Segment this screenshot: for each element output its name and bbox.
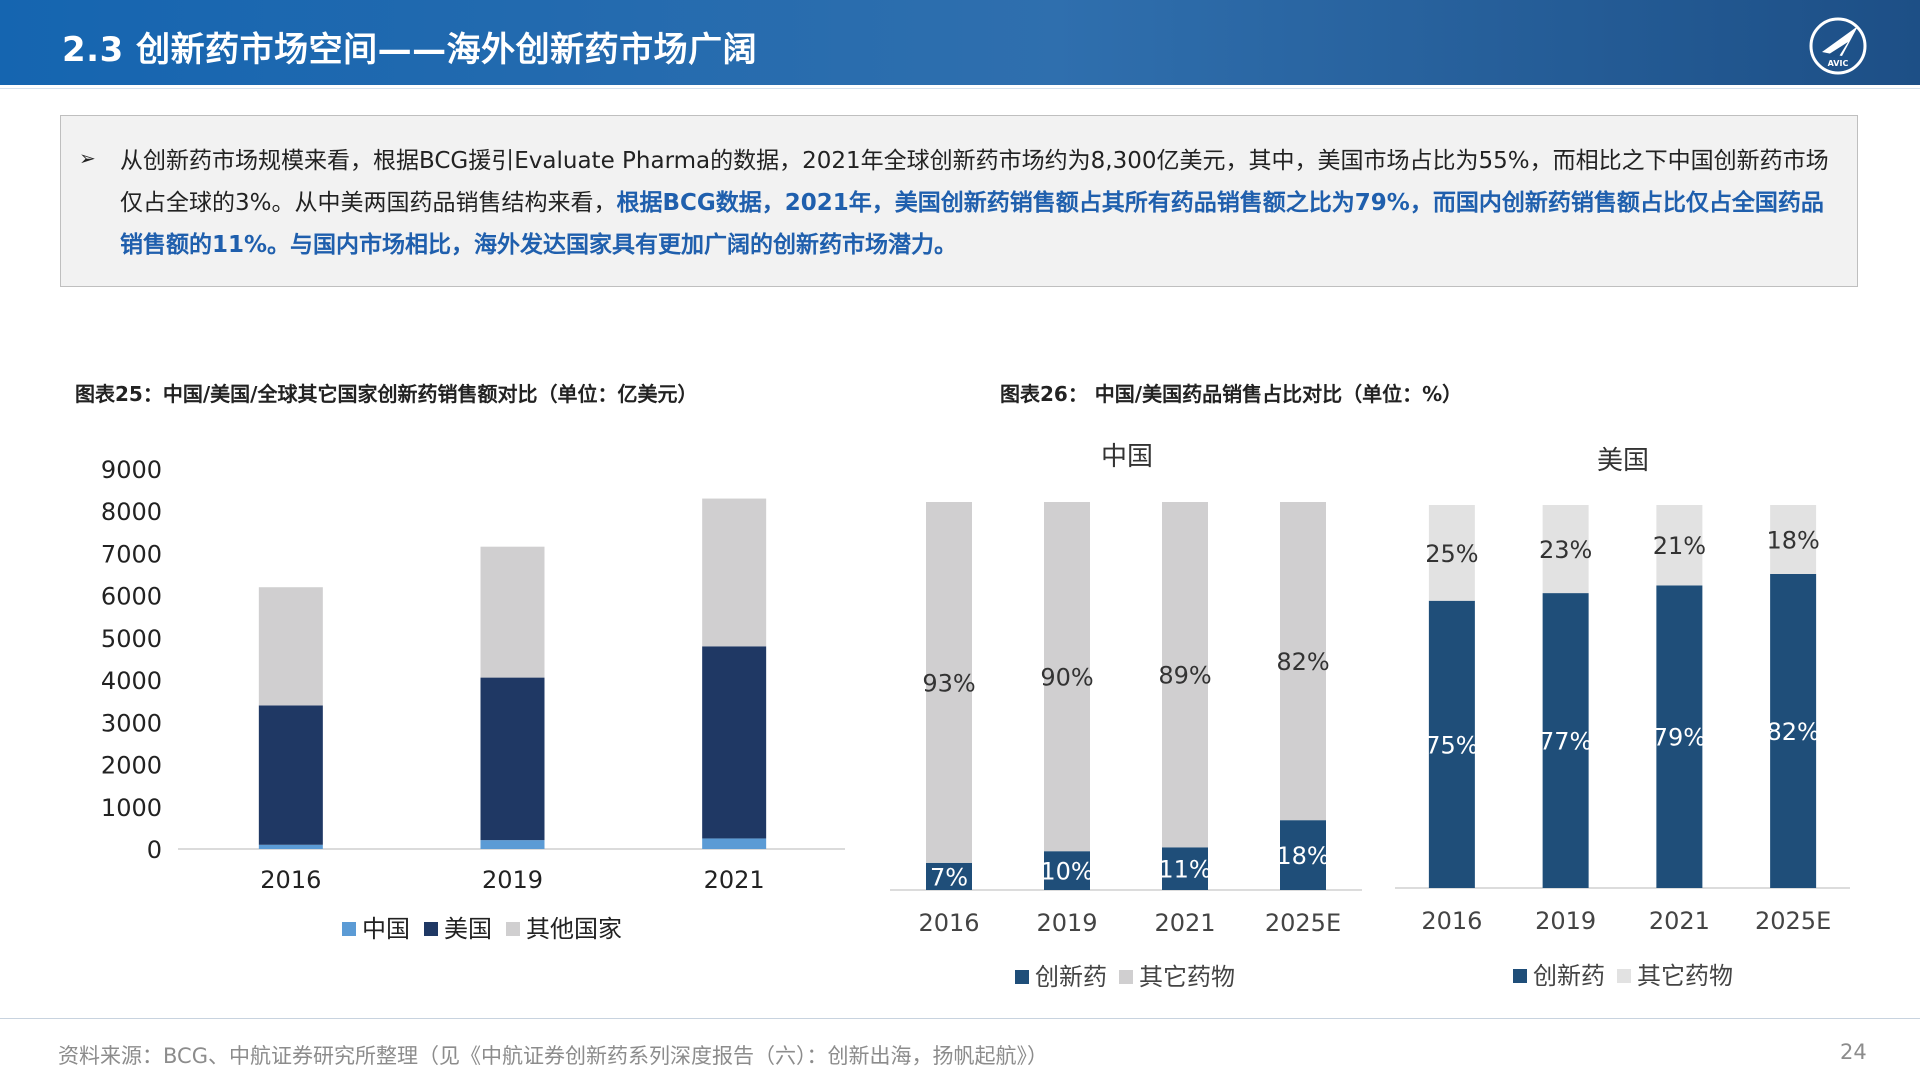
summary-text-normal: 从创新药市场规模来看，根据BCG援引Evaluate Pharma的数据，202… [120, 148, 1829, 216]
chart-china-share: 中国 7% 93% 2016 10% 90% 2019 11% 89% 2021 18% 82% 202… [890, 442, 1362, 991]
bar-segment-美国-2016 [258, 705, 323, 845]
chart-us-share: 美国 75% 25% 2016 77% 23% 2019 79% 21% 2021 82% 18% 20… [1395, 446, 1850, 990]
bar-segment-美国-2019 [480, 677, 545, 841]
x-tick-label: 2021 [1154, 909, 1215, 937]
figure25-title: 图表25：中国/美国/全球其它国家创新药销售额对比（单位：亿美元） [75, 382, 698, 406]
bar-segment-创新药-2025E [1280, 820, 1326, 890]
data-label: 89% [1158, 662, 1211, 690]
data-label: 18% [1766, 526, 1819, 554]
legend-label-创新药: 创新药 [1533, 962, 1605, 990]
legend-swatch-创新药 [1015, 970, 1029, 984]
y-tick-label: 8000 [101, 498, 162, 526]
legend-swatch-中国 [342, 922, 356, 936]
bar-segment-其他国家-2019 [480, 546, 545, 678]
data-label: 82% [1766, 718, 1819, 746]
summary-text: 从创新药市场规模来看，根据BCG援引Evaluate Pharma的数据，202… [120, 140, 1840, 266]
x-tick-label: 2016 [260, 866, 321, 894]
bar-segment-其它药物-2025E [1770, 505, 1817, 574]
chart-title: 中国 [1101, 442, 1153, 472]
data-label: 18% [1276, 842, 1329, 870]
y-tick-label: 3000 [101, 709, 162, 737]
data-label: 79% [1653, 724, 1706, 752]
x-tick-label: 2025E [1265, 909, 1341, 937]
bar-segment-其它药物-2016 [926, 502, 972, 863]
bar-segment-其它药物-2016 [1428, 505, 1475, 601]
y-tick-label: 1000 [101, 794, 162, 822]
bar-segment-创新药-2016 [1428, 600, 1475, 888]
y-tick-label: 7000 [101, 540, 162, 568]
bar-segment-其它药物-2019 [1542, 505, 1589, 594]
legend-swatch-其它药物 [1119, 970, 1133, 984]
y-tick-label: 0 [147, 836, 162, 864]
y-tick-label: 5000 [101, 625, 162, 653]
legend-swatch-其它药物 [1617, 969, 1631, 983]
legend-swatch-其他国家 [506, 922, 520, 936]
bullet-arrow-icon: ➢ [79, 146, 96, 170]
page-title: 2.3 创新药市场空间——海外创新药市场广阔 [62, 30, 758, 70]
source-note: 资料来源：BCG、中航证券研究所整理（见《中航证券创新药系列深度报告（六）：创新… [58, 1044, 1048, 1068]
bar-segment-创新药-2021 [1162, 847, 1208, 890]
bar-segment-其他国家-2021 [702, 498, 767, 647]
x-tick-label: 2019 [1535, 907, 1596, 935]
chart-title: 美国 [1597, 446, 1649, 476]
data-label: 10% [1040, 858, 1093, 886]
figure26-title: 图表26： 中国/美国药品销售占比对比（单位：%） [1000, 382, 1463, 406]
legend-swatch-创新药 [1513, 969, 1527, 983]
header-bar: 2.3 创新药市场空间——海外创新药市场广阔 AVIC [0, 0, 1920, 85]
page-number: 24 [1840, 1040, 1867, 1064]
y-tick-label: 2000 [101, 752, 162, 780]
x-tick-label: 2019 [1036, 909, 1097, 937]
data-label: 23% [1539, 536, 1592, 564]
bar-segment-创新药-2019 [1044, 851, 1090, 890]
data-label: 11% [1158, 856, 1211, 884]
legend-label-创新药: 创新药 [1035, 963, 1107, 991]
x-tick-label: 2021 [1649, 907, 1710, 935]
x-tick-label: 2016 [918, 909, 979, 937]
data-label: 93% [922, 669, 975, 697]
summary-box: ➢ 从创新药市场规模来看，根据BCG援引Evaluate Pharma的数据，2… [60, 115, 1858, 287]
data-label: 21% [1653, 532, 1706, 560]
logo-text: AVIC [1828, 59, 1849, 68]
bar-segment-其它药物-2021 [1162, 502, 1208, 848]
bar-segment-创新药-2021 [1656, 585, 1703, 888]
legend-label-美国: 美国 [444, 915, 492, 943]
bar-segment-中国-2019 [480, 840, 545, 849]
legend-label-其它药物: 其它药物 [1139, 963, 1235, 991]
bar-segment-创新药-2019 [1542, 593, 1589, 888]
bar-segment-其它药物-2025E [1280, 502, 1326, 821]
footer-divider [0, 1018, 1920, 1019]
bar-segment-中国-2021 [702, 838, 767, 849]
bar-segment-创新药-2025E [1770, 573, 1817, 888]
bar-segment-创新药-2016 [926, 862, 972, 890]
data-label: 82% [1276, 648, 1329, 676]
bar-segment-其他国家-2016 [258, 587, 323, 706]
data-label: 90% [1040, 664, 1093, 692]
x-tick-label: 2025E [1755, 907, 1831, 935]
x-tick-label: 2021 [704, 866, 765, 894]
data-label: 7% [930, 863, 968, 891]
x-tick-label: 2019 [482, 866, 543, 894]
bar-segment-其它药物-2019 [1044, 502, 1090, 852]
bar-segment-其它药物-2021 [1656, 505, 1703, 586]
y-tick-label: 6000 [101, 583, 162, 611]
bar-segment-中国-2016 [258, 844, 323, 849]
header-divider [0, 88, 1920, 89]
data-label: 77% [1539, 728, 1592, 756]
data-label: 25% [1425, 540, 1478, 568]
chart-sales-comparison: 0 1000 2000 3000 4000 5000 6000 7000 8000 9000 201… [101, 456, 845, 943]
avic-logo-icon: AVIC [1809, 17, 1867, 75]
legend-label-其它药物: 其它药物 [1637, 962, 1733, 990]
data-label: 75% [1425, 731, 1478, 759]
summary-text-highlight: 根据BCG数据，2021年，美国创新药销售额占其所有药品销售额之比为79%，而国… [120, 190, 1824, 258]
legend-label-中国: 中国 [362, 915, 410, 943]
x-tick-label: 2016 [1421, 907, 1482, 935]
y-tick-label: 9000 [101, 456, 162, 484]
bar-segment-美国-2021 [702, 646, 767, 839]
legend-swatch-美国 [424, 922, 438, 936]
legend-label-其他国家: 其他国家 [526, 915, 622, 943]
y-tick-label: 4000 [101, 667, 162, 695]
